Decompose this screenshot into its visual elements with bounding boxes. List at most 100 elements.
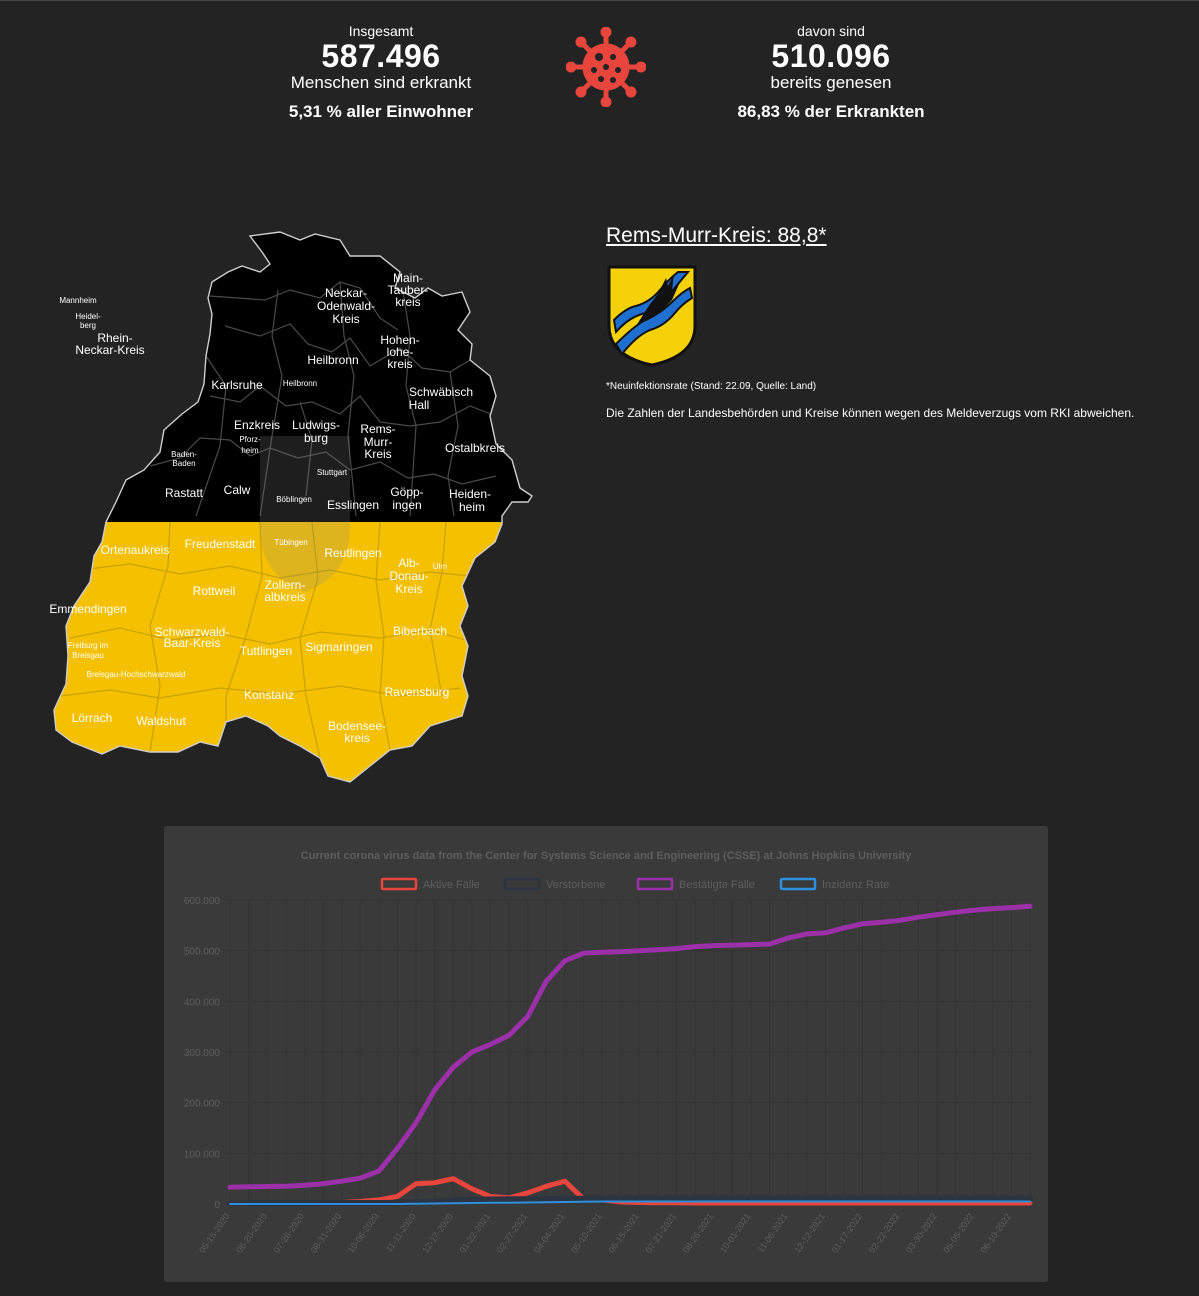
- district-label[interactable]: Rottweil: [193, 584, 236, 598]
- district-label[interactable]: Emmendingen: [50, 602, 127, 616]
- district-label[interactable]: Ravensburg: [385, 685, 450, 699]
- district-label[interactable]: Ludwigs-: [292, 418, 340, 432]
- district-label[interactable]: Freiburg im: [68, 641, 109, 650]
- corona-line-chart[interactable]: Current corona virus data from the Cente…: [164, 826, 1048, 1282]
- district-label[interactable]: Neckar-Kreis: [75, 343, 144, 357]
- district-label[interactable]: Mannheim: [59, 296, 97, 305]
- district-label[interactable]: heim: [241, 446, 259, 455]
- bw-district-map[interactable]: MannheimHeidel-bergRhein-Neckar-KreisNec…: [50, 226, 535, 786]
- district-label[interactable]: Konstanz: [244, 688, 294, 702]
- data-disclaimer: Die Zahlen der Landesbehörden und Kreise…: [606, 406, 1135, 420]
- legend-label: Verstorbene: [546, 879, 605, 891]
- district-label[interactable]: burg: [304, 431, 328, 445]
- x-tick-label: 01-22-2021: [458, 1211, 493, 1254]
- district-label[interactable]: lohe-: [387, 345, 414, 359]
- district-label[interactable]: Baden-: [171, 450, 197, 459]
- x-tick-label: 08-31-2020: [309, 1211, 344, 1254]
- district-label[interactable]: Alb-: [398, 556, 419, 570]
- district-label[interactable]: Ulm: [433, 562, 448, 571]
- district-label[interactable]: Heidel-: [75, 312, 101, 321]
- district-label[interactable]: Hall: [409, 398, 430, 412]
- district-label[interactable]: Sigmaringen: [305, 640, 372, 654]
- district-label[interactable]: Rastatt: [165, 486, 204, 500]
- district-info: Rems-Murr-Kreis: 88,8* *Neuinfektionsrat…: [606, 224, 1186, 420]
- district-label[interactable]: Schwäbisch: [409, 385, 473, 399]
- x-tick-label: 06-10-2022: [978, 1211, 1013, 1254]
- district-label[interactable]: Pforz-: [239, 435, 261, 444]
- district-label[interactable]: Freudenstadt: [185, 537, 256, 551]
- y-tick-label: 300.000: [184, 1048, 221, 1059]
- district-label[interactable]: Tuttlingen: [240, 644, 292, 658]
- district-label[interactable]: Hohen-: [380, 333, 419, 347]
- district-label[interactable]: Stuttgart: [317, 468, 348, 477]
- district-label[interactable]: Baar-Kreis: [164, 636, 221, 650]
- x-tick-label: 10-06-2020: [346, 1211, 381, 1254]
- legend-label: Bestätigte Fälle: [679, 879, 755, 891]
- district-label[interactable]: Calw: [224, 483, 251, 497]
- district-label[interactable]: Tauber-: [388, 283, 429, 297]
- legend-swatch: [503, 877, 541, 891]
- district-label[interactable]: Kreis: [332, 312, 359, 326]
- incidence-note: *Neuinfektionsrate (Stand: 22.09, Quelle…: [606, 381, 817, 392]
- y-tick-label: 600.000: [184, 896, 221, 907]
- district-label[interactable]: Lörrach: [72, 711, 113, 725]
- district-label[interactable]: Breisgau-Hochschwarzwald: [87, 670, 186, 679]
- district-label[interactable]: Reutlingen: [324, 546, 381, 560]
- recovered-percent: 86,83 % der Erkrankten: [737, 102, 925, 121]
- x-tick-label: 08-26-2021: [681, 1211, 716, 1254]
- x-tick-label: 07-26-2020: [271, 1211, 306, 1254]
- district-label[interactable]: kreis: [387, 357, 412, 371]
- x-tick-label: 06-15-2021: [606, 1211, 641, 1254]
- district-borders-bottom: [59, 521, 491, 759]
- district-label[interactable]: Rems-: [360, 422, 395, 436]
- district-label[interactable]: Esslingen: [327, 498, 379, 512]
- district-label[interactable]: Ortenaukreis: [101, 543, 170, 557]
- district-crest-icon: [607, 265, 697, 367]
- district-label[interactable]: Neckar-: [325, 286, 367, 300]
- district-label[interactable]: ingen: [392, 498, 421, 512]
- district-label[interactable]: Rhein-: [97, 331, 132, 345]
- corona-chart-card: Current corona virus data from the Cente…: [164, 826, 1048, 1282]
- legend-label: Aktive Fälle: [423, 879, 480, 891]
- district-label[interactable]: Donau-: [389, 569, 428, 583]
- district-label[interactable]: Ostalbkreis: [445, 441, 505, 455]
- district-label[interactable]: heim: [459, 500, 485, 514]
- district-label[interactable]: Waldshut: [136, 714, 186, 728]
- y-tick-label: 100.000: [184, 1149, 221, 1160]
- district-label[interactable]: Göpp-: [390, 485, 423, 499]
- legend-swatch: [636, 877, 674, 891]
- district-label[interactable]: Enzkreis: [234, 418, 280, 432]
- district-label[interactable]: Main-: [393, 271, 423, 285]
- district-label[interactable]: Karlsruhe: [211, 378, 263, 392]
- district-label[interactable]: Heilbronn: [307, 353, 358, 367]
- district-label[interactable]: Tübingen: [274, 538, 307, 547]
- district-label[interactable]: berg: [80, 321, 96, 330]
- district-label[interactable]: Heiden-: [449, 487, 491, 501]
- x-tick-label: 05-15-2020: [197, 1211, 232, 1254]
- district-label[interactable]: Breisgau: [72, 651, 104, 660]
- district-label[interactable]: Schwarzwald-: [155, 625, 230, 639]
- x-tick-label: 02-22-2022: [867, 1211, 902, 1254]
- district-label[interactable]: Biberbach: [393, 624, 447, 638]
- district-label[interactable]: Bodensee-: [328, 719, 386, 733]
- series-line: [227, 903, 1033, 1190]
- y-tick-label: 400.000: [184, 997, 221, 1008]
- virus-icon: [566, 27, 646, 107]
- district-label[interactable]: kreis: [344, 731, 369, 745]
- district-label[interactable]: Baden: [172, 459, 195, 468]
- district-label[interactable]: Kreis: [395, 582, 422, 596]
- legend-swatch: [380, 877, 418, 891]
- district-label[interactable]: albkreis: [264, 590, 305, 604]
- x-tick-label: 11-06-2021: [756, 1211, 790, 1254]
- district-label[interactable]: kreis: [395, 295, 420, 309]
- district-label[interactable]: Kreis: [364, 447, 391, 461]
- district-label[interactable]: Murr-: [364, 435, 393, 449]
- district-label[interactable]: Zollern-: [265, 578, 306, 592]
- total-cases-stat: Insgesamt 587.496 Menschen sind erkrankt…: [231, 22, 531, 123]
- district-label[interactable]: Böblingen: [276, 495, 312, 504]
- district-label[interactable]: Heilbronn: [283, 379, 317, 388]
- legend-swatch: [779, 877, 817, 891]
- x-tick-label: 12-12-2021: [792, 1211, 827, 1254]
- district-title[interactable]: Rems-Murr-Kreis: 88,8*: [606, 224, 827, 247]
- district-label[interactable]: Odenwald-: [317, 299, 375, 313]
